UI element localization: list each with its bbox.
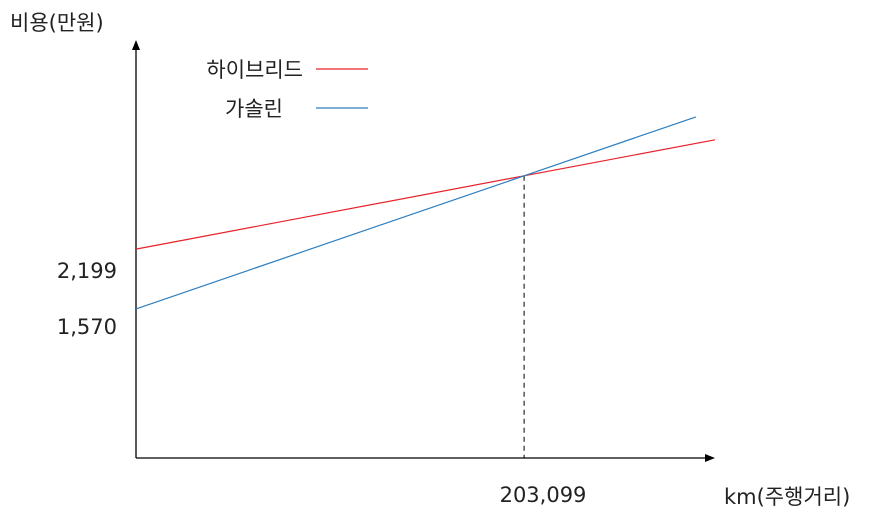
x-tick-label-break-even: 203,099	[500, 483, 587, 507]
series-line-hybrid	[135, 139, 716, 250]
y-tick-label-hybrid-start: 2,199	[57, 259, 117, 283]
y-axis-arrow	[132, 40, 140, 50]
legend: 하이브리드 가솔린	[206, 58, 368, 121]
x-axis-label: km(주행거리)	[724, 485, 850, 509]
series-line-gasoline	[135, 116, 697, 310]
legend-label-gasoline: 가솔린	[225, 97, 283, 121]
y-tick-label-gasoline-start: 1,570	[57, 315, 117, 339]
y-axis-label: 비용(만원)	[10, 11, 104, 35]
legend-label-hybrid: 하이브리드	[206, 58, 303, 82]
x-axis-arrow	[705, 454, 715, 462]
